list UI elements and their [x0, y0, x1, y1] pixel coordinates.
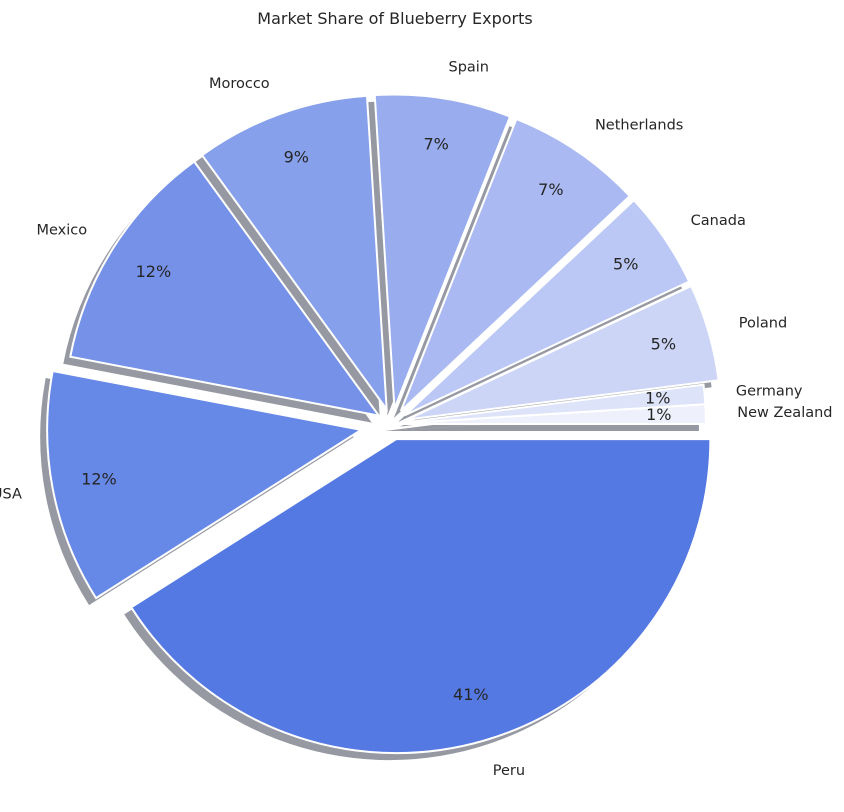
slice-morocco: [200, 94, 388, 413]
slice-label-peru: Peru: [493, 763, 525, 779]
slice-peru: [129, 438, 712, 755]
slice-label-germany: Germany: [736, 383, 803, 399]
slice-label-mexico: Mexico: [36, 223, 87, 239]
slice-pct-mexico: 12%: [136, 262, 172, 281]
slice-label-new-zealand: New Zealand: [737, 405, 832, 421]
slice-pct-netherlands: 7%: [538, 180, 563, 199]
slice-spain: [373, 93, 512, 409]
slice-netherlands: [399, 117, 632, 412]
slice-label-usa: USA: [0, 487, 22, 503]
chart-title: Market Share of Blueberry Exports: [257, 9, 533, 28]
slice-canada: [404, 198, 691, 417]
slice-pct-poland: 5%: [651, 335, 676, 354]
slice-pct-new-zealand: 1%: [646, 405, 671, 424]
slice-label-canada: Canada: [691, 213, 746, 229]
slice-label-morocco: Morocco: [209, 76, 270, 92]
slice-label-poland: Poland: [739, 315, 787, 331]
slice-pct-usa: 12%: [81, 469, 117, 488]
slice-pct-spain: 7%: [424, 134, 449, 153]
slice-pct-germany: 1%: [645, 388, 670, 407]
slice-pct-peru: 41%: [453, 685, 489, 704]
slice-usa: [46, 369, 364, 600]
slice-new-zealand: [391, 403, 708, 425]
slice-label-spain: Spain: [448, 59, 489, 75]
slice-pct-canada: 5%: [613, 255, 638, 274]
slice-label-netherlands: Netherlands: [595, 117, 683, 133]
slice-pct-morocco: 9%: [284, 148, 309, 167]
slice-poland: [406, 284, 720, 421]
slice-mexico: [69, 160, 382, 418]
